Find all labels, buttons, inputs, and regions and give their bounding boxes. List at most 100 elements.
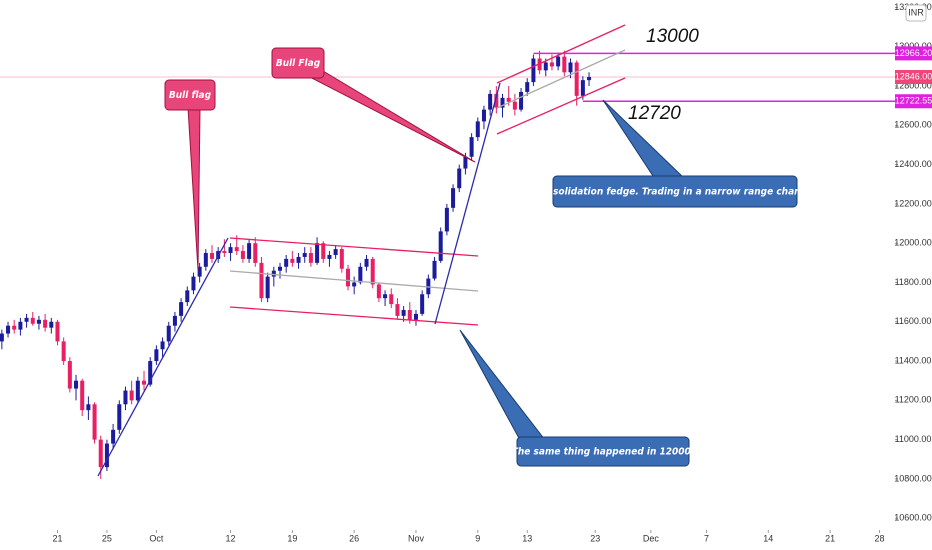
level-note: 12720 xyxy=(628,103,681,124)
candle-body xyxy=(6,325,11,334)
candle-body xyxy=(376,284,381,299)
candle-body xyxy=(228,247,233,254)
candle-body xyxy=(253,243,258,263)
candle-body xyxy=(580,80,585,96)
candle-body xyxy=(179,302,184,316)
callouts: Bull flag Bull Flag Consolidation fedge.… xyxy=(164,26,817,467)
candle-body xyxy=(80,380,85,411)
level-label: 12722.55 xyxy=(895,96,932,106)
candle-body xyxy=(500,97,505,108)
candle-body xyxy=(438,231,443,261)
candle-body xyxy=(308,253,313,263)
y-tick-label: 12600.00 xyxy=(894,120,932,130)
candle-body xyxy=(543,62,548,71)
candle-body xyxy=(271,270,276,277)
x-tick-label: 9 xyxy=(475,533,480,543)
candle-body xyxy=(296,256,301,263)
candle-body xyxy=(197,266,202,277)
level-tag xyxy=(895,94,932,109)
candle-body xyxy=(432,260,437,279)
callout-box xyxy=(552,175,798,208)
channel-mid xyxy=(496,49,626,109)
y-tick-label: 12200.00 xyxy=(894,198,932,208)
candle-body xyxy=(457,168,462,189)
candle-body xyxy=(568,62,573,73)
candle-body xyxy=(383,294,388,299)
candle-body xyxy=(12,325,17,330)
candle-body xyxy=(488,93,493,110)
candle-body xyxy=(240,251,245,259)
candle-body xyxy=(302,253,307,257)
trend-line xyxy=(97,237,229,477)
candle-body xyxy=(525,82,530,92)
y-tick-label: 11200.00 xyxy=(895,395,932,405)
x-tick-label: 12 xyxy=(226,533,236,543)
candle-body xyxy=(481,109,486,122)
candle-body xyxy=(203,253,208,267)
candle-body xyxy=(0,333,4,342)
candle-body xyxy=(327,254,332,259)
candle-body xyxy=(148,361,153,385)
candle-body xyxy=(123,390,128,405)
y-tick-label: 12800.00 xyxy=(894,80,932,90)
candle-body xyxy=(574,62,579,96)
candle-body xyxy=(345,268,350,287)
candle-body xyxy=(36,319,41,324)
candle-body xyxy=(172,315,177,326)
y-tick-label: 13000.00 xyxy=(894,41,932,51)
candle-body xyxy=(395,304,400,316)
x-tick-label: Nov xyxy=(408,533,425,543)
candle-body xyxy=(537,58,542,71)
candle-body xyxy=(49,321,54,328)
callout-box xyxy=(516,436,690,467)
last-price-tag xyxy=(895,70,932,85)
x-tick-label: Dec xyxy=(643,533,660,543)
y-tick-label: 12000.00 xyxy=(894,238,932,248)
callout-text: The same thing happened in 12000. xyxy=(512,447,694,458)
trend-line xyxy=(434,82,501,325)
y-tick-label: 11800.00 xyxy=(895,277,932,287)
candle-body xyxy=(117,404,122,430)
channel-line xyxy=(229,237,479,257)
callout-box xyxy=(164,79,216,111)
candle-body xyxy=(469,137,474,157)
candle-body xyxy=(451,188,456,208)
candle-body xyxy=(135,380,140,401)
candle-body xyxy=(234,247,239,252)
level-tag xyxy=(895,46,932,61)
x-tick-label: 14 xyxy=(763,533,773,543)
candle-body xyxy=(284,258,289,267)
candle-body xyxy=(67,361,72,389)
candle-body xyxy=(587,77,592,81)
candle-body xyxy=(562,56,567,73)
currency: INR xyxy=(908,7,924,17)
candle-body xyxy=(247,243,252,259)
candle-body xyxy=(420,294,425,314)
x-tick-label: 7 xyxy=(704,533,709,543)
candle-body xyxy=(333,249,338,255)
level-label: 12966.20 xyxy=(895,48,932,58)
candle-body xyxy=(277,266,283,271)
candle-body xyxy=(61,341,66,362)
candle-body xyxy=(160,341,165,350)
candle-body xyxy=(259,262,264,299)
candle-body xyxy=(364,258,369,267)
level-note: 13000 xyxy=(646,26,699,47)
candle-body xyxy=(321,243,326,259)
candle-body xyxy=(30,317,35,324)
candle-body xyxy=(370,258,375,285)
candle-body xyxy=(104,443,109,468)
currency-badge xyxy=(905,4,927,22)
candle-body xyxy=(18,321,23,330)
candle-body xyxy=(111,429,116,444)
candle-body xyxy=(129,390,134,401)
candle-body xyxy=(401,309,406,316)
x-tick-label: 28 xyxy=(875,533,885,543)
y-tick-label: 12400.00 xyxy=(894,159,932,169)
x-tick-label: 21 xyxy=(52,533,62,543)
x-tick-label: 19 xyxy=(287,533,297,543)
candle-body xyxy=(407,309,412,320)
y-tick-label: 10800.00 xyxy=(894,473,932,483)
candle-body xyxy=(24,317,29,322)
